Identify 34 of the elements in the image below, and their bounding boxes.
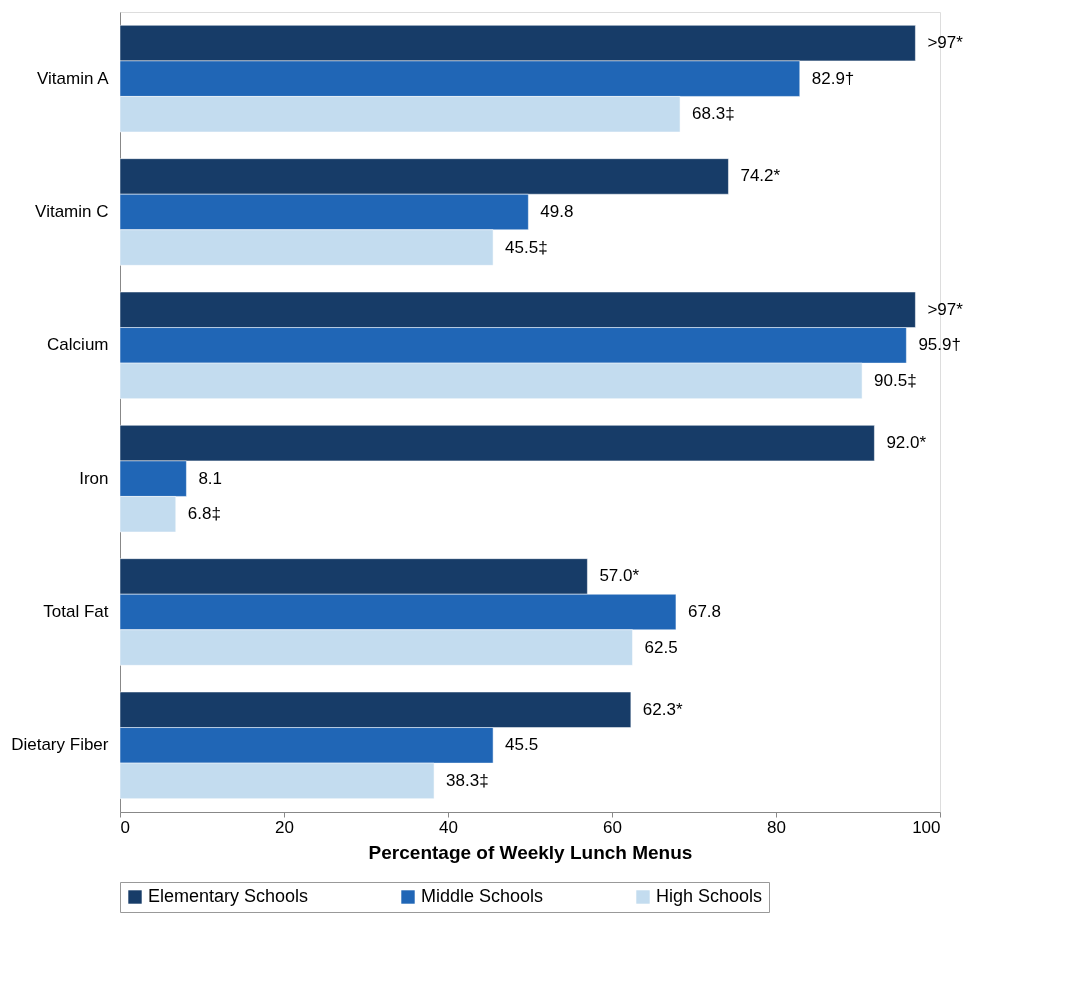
data-label: 49.8 bbox=[540, 202, 574, 221]
data-label: >97* bbox=[927, 33, 964, 53]
x-tick-label: 20 bbox=[275, 817, 294, 837]
data-label: 74.2* bbox=[740, 166, 781, 186]
data-label: 6.8‡ bbox=[187, 504, 221, 524]
data-label: 95.9† bbox=[918, 335, 961, 355]
data-label: 90.5‡ bbox=[874, 370, 917, 390]
y-tick-label: Vitamin C bbox=[35, 202, 109, 221]
x-axis-title: Percentage of Weekly Lunch Menus bbox=[368, 841, 693, 863]
data-label: 57.0* bbox=[599, 566, 640, 586]
y-tick-label: Total Fat bbox=[43, 602, 109, 621]
y-tick-label: Vitamin A bbox=[36, 68, 110, 88]
data-label: 62.5 bbox=[644, 637, 678, 657]
x-tick-label: 0 bbox=[120, 817, 130, 837]
data-label: 8.1 bbox=[198, 468, 223, 488]
y-tick-label: Dietary Fiber bbox=[11, 735, 109, 755]
x-tick-label: 60 bbox=[603, 817, 622, 837]
data-label: 82.9† bbox=[811, 68, 855, 88]
data-label: 62.3* bbox=[642, 699, 683, 719]
data-label: 68.3‡ bbox=[692, 104, 735, 124]
y-tick-label: Iron bbox=[79, 468, 109, 488]
data-label: 67.8 bbox=[687, 602, 722, 621]
data-label: >97* bbox=[927, 299, 964, 319]
data-label: 92.0* bbox=[886, 433, 927, 453]
legend-label: High Schools bbox=[656, 886, 763, 906]
data-label: 45.5 bbox=[505, 735, 539, 755]
x-tick-label: 80 bbox=[767, 817, 786, 837]
x-tick-label: 100 bbox=[912, 817, 941, 837]
y-tick-label: Calcium bbox=[47, 335, 109, 355]
data-label: 45.5‡ bbox=[505, 237, 548, 257]
legend-label: Middle Schools bbox=[421, 886, 544, 906]
data-label: 38.3‡ bbox=[446, 770, 489, 790]
legend-label: Elementary Schools bbox=[148, 886, 309, 906]
x-tick-label: 40 bbox=[439, 817, 458, 837]
